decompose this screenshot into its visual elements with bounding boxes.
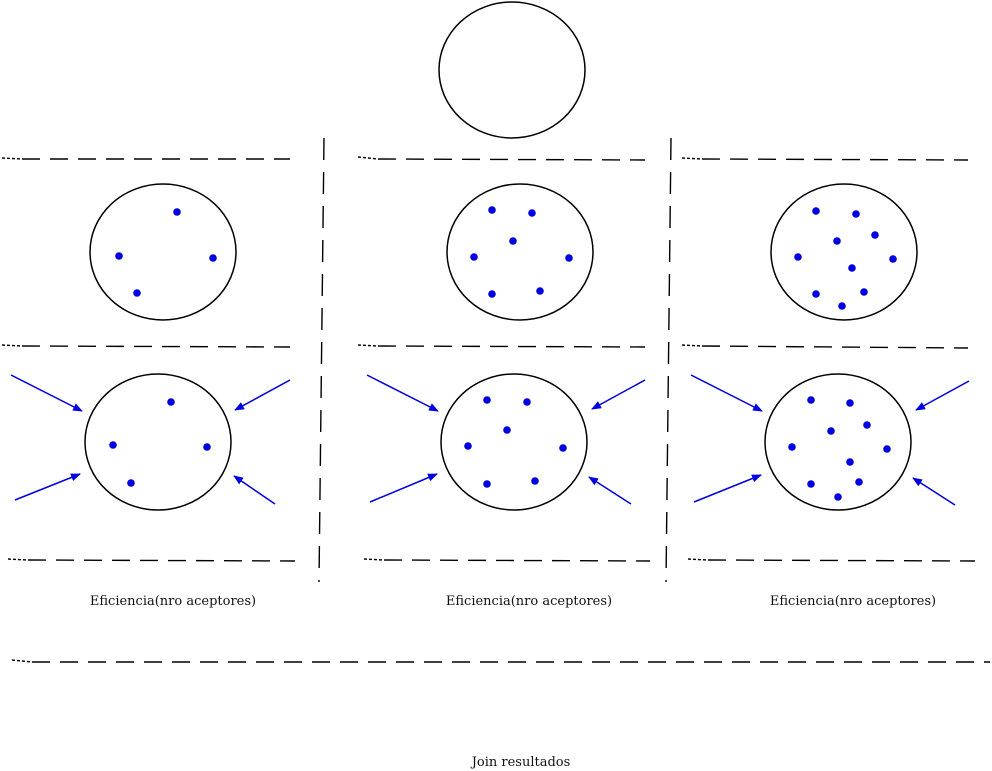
panel-3: Eficiencia(nro aceptores) [690, 183, 970, 609]
arrow-icon [693, 474, 762, 503]
individual-dot [483, 396, 491, 404]
evaluated-circle-1 [84, 373, 232, 511]
individual-dot [488, 206, 496, 214]
evaluation-arrows-1 [10, 374, 291, 505]
individual-dot [509, 237, 517, 245]
evaluation-arrows-3 [690, 374, 970, 506]
panel-2: Eficiencia(nro aceptores) [366, 183, 646, 609]
individual-dot [531, 477, 539, 485]
individual-dot [833, 237, 841, 245]
individual-dot [209, 254, 217, 262]
individual-dot [536, 287, 544, 295]
initial-population-circle [438, 1, 586, 139]
subpopulation-circle-1 [89, 183, 237, 321]
individual-dot [807, 396, 815, 404]
individual-dot [523, 398, 531, 406]
evaluation-arrows-2 [366, 374, 646, 505]
individual-dot [863, 421, 871, 429]
individual-dot [848, 264, 856, 272]
individual-dot [470, 253, 478, 261]
individual-dot [860, 288, 868, 296]
individual-dot [852, 210, 860, 218]
arrow-icon [14, 473, 81, 501]
arrow-icon [366, 374, 439, 412]
individual-dot [133, 289, 141, 297]
join-results-label: Join resultados [470, 755, 571, 770]
individuals-top-2 [470, 206, 573, 298]
individual-dot [871, 231, 879, 239]
arrow-icon [10, 374, 83, 412]
arrow-icon [915, 380, 970, 411]
individual-dot [812, 207, 820, 215]
individuals-top-1 [115, 208, 217, 297]
arrow-icon [369, 473, 438, 503]
arrow-icon [588, 476, 632, 505]
panel-label-3: Eficiencia(nro aceptores) [770, 594, 936, 609]
individual-dot [788, 443, 796, 451]
individual-dot [855, 478, 863, 486]
panel-label-2: Eficiencia(nro aceptores) [446, 594, 612, 609]
individual-dot [488, 290, 496, 298]
arrow-icon [234, 379, 291, 411]
individual-dot [464, 442, 472, 450]
individual-dot [483, 480, 491, 488]
individual-dot [203, 443, 211, 451]
individual-dot [846, 458, 854, 466]
arrow-icon [233, 475, 276, 505]
evaluated-circle-3 [764, 373, 912, 511]
individual-dot [559, 444, 567, 452]
subpopulation-circle-3 [770, 183, 918, 321]
individual-dot [565, 254, 573, 262]
row-divider-middle [1, 344, 969, 349]
individual-dot [167, 398, 175, 406]
arrow-icon [690, 374, 763, 412]
individual-dot [794, 253, 802, 261]
individual-dot [503, 426, 511, 434]
individual-dot [889, 255, 897, 263]
individual-dot [846, 399, 854, 407]
individual-dot [807, 480, 815, 488]
join-divider [11, 659, 990, 663]
individual-dot [827, 427, 835, 435]
individuals-bottom-1 [109, 398, 211, 487]
subpopulation-circle-2 [446, 183, 594, 321]
panel-label-1: Eficiencia(nro aceptores) [90, 594, 256, 609]
individuals-top-3 [794, 207, 897, 310]
vertical-separator-2 [665, 137, 672, 583]
arrow-icon [912, 477, 956, 506]
individuals-bottom-2 [464, 396, 567, 488]
vertical-separator-1 [318, 137, 325, 583]
row-divider-top [1, 156, 969, 161]
individual-dot [173, 208, 181, 216]
panel-1: Eficiencia(nro aceptores) [10, 183, 291, 609]
individual-dot [834, 493, 842, 501]
evaluated-circle-2 [440, 373, 588, 511]
individual-dot [838, 302, 846, 310]
arrow-icon [591, 379, 646, 410]
individual-dot [812, 290, 820, 298]
individuals-bottom-3 [788, 396, 891, 501]
individual-dot [127, 479, 135, 487]
individual-dot [115, 252, 123, 260]
individual-dot [109, 441, 117, 449]
individual-dot [528, 209, 536, 217]
row-divider-bottom [7, 558, 976, 562]
individual-dot [883, 445, 891, 453]
